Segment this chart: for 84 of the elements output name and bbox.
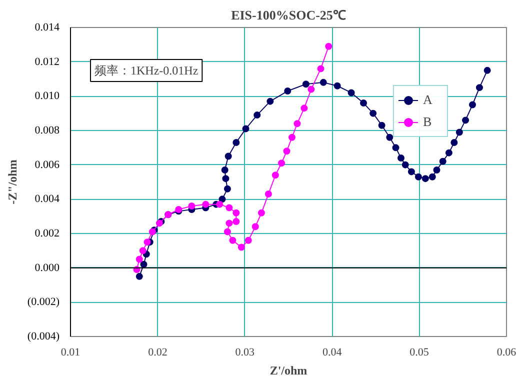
y-tick-label: (0.004) bbox=[27, 330, 60, 342]
x-axis-title: Z'/ohm bbox=[270, 364, 308, 378]
point bbox=[422, 175, 429, 182]
point bbox=[392, 144, 400, 152]
point bbox=[136, 272, 143, 280]
point bbox=[222, 175, 230, 182]
point bbox=[232, 218, 240, 225]
point bbox=[348, 89, 355, 96]
point bbox=[226, 204, 233, 212]
point bbox=[224, 152, 232, 160]
point bbox=[254, 112, 261, 119]
point bbox=[334, 82, 341, 90]
point bbox=[325, 42, 332, 50]
y-tick-label: 0.010 bbox=[34, 90, 60, 102]
point bbox=[202, 200, 210, 208]
point bbox=[266, 98, 274, 105]
point bbox=[284, 88, 292, 95]
point bbox=[258, 209, 265, 216]
point bbox=[433, 166, 440, 174]
point bbox=[144, 238, 151, 246]
point bbox=[378, 122, 386, 129]
y-axis-title: -Z"/ohm bbox=[5, 160, 20, 204]
point bbox=[317, 65, 324, 72]
x-tick-label: 0.04 bbox=[322, 346, 342, 358]
point bbox=[439, 158, 446, 165]
chart-title: EIS-100%SOC-25℃ bbox=[231, 8, 346, 22]
legend-label: A bbox=[423, 92, 434, 108]
y-tick-label: 0.008 bbox=[34, 124, 60, 136]
point bbox=[320, 78, 327, 86]
point bbox=[360, 100, 367, 107]
point bbox=[468, 101, 476, 108]
point bbox=[232, 139, 240, 146]
point bbox=[136, 256, 143, 263]
point bbox=[462, 116, 470, 124]
point bbox=[370, 110, 377, 117]
point bbox=[308, 86, 315, 93]
y-tick-label: 0.000 bbox=[34, 262, 60, 274]
y-tick-label: 0.014 bbox=[34, 22, 60, 34]
point bbox=[139, 247, 146, 254]
y-tick-label: (0.002) bbox=[27, 296, 60, 308]
x-tick-label: 0.05 bbox=[410, 346, 430, 358]
point bbox=[242, 125, 250, 132]
y-tick-label: 0.004 bbox=[34, 193, 60, 206]
point bbox=[288, 134, 296, 141]
point bbox=[456, 128, 463, 136]
point bbox=[216, 200, 224, 208]
point bbox=[300, 104, 308, 112]
point bbox=[226, 220, 233, 227]
point bbox=[272, 172, 279, 179]
point bbox=[229, 236, 236, 244]
legend-label: B bbox=[423, 114, 433, 130]
y-tick-label: 0.002 bbox=[34, 228, 60, 240]
point bbox=[484, 66, 491, 74]
point bbox=[445, 149, 452, 156]
point bbox=[408, 168, 415, 176]
x-tick-label: 0.02 bbox=[148, 346, 168, 358]
x-tick-label: 0.03 bbox=[235, 346, 256, 358]
point bbox=[402, 161, 409, 168]
point bbox=[264, 190, 272, 198]
point bbox=[244, 236, 252, 244]
point bbox=[224, 228, 231, 236]
y-tick-label: 0.006 bbox=[34, 158, 60, 171]
y-tick-label: 0.012 bbox=[34, 56, 60, 68]
point bbox=[218, 196, 226, 203]
point bbox=[188, 202, 196, 210]
point bbox=[302, 80, 310, 88]
point bbox=[476, 84, 483, 92]
point bbox=[224, 185, 231, 192]
point bbox=[386, 134, 394, 141]
x-tick-label: 0.01 bbox=[60, 346, 80, 358]
point bbox=[278, 160, 286, 167]
point bbox=[252, 223, 259, 230]
x-tick-label: 0.06 bbox=[496, 346, 517, 358]
point bbox=[221, 166, 228, 174]
point bbox=[397, 154, 404, 162]
point bbox=[428, 173, 436, 180]
point bbox=[238, 244, 245, 251]
point bbox=[414, 173, 422, 180]
point bbox=[294, 120, 301, 128]
point bbox=[450, 139, 458, 146]
annotation: 频率：1KHz-0.01Hz bbox=[94, 64, 198, 78]
point bbox=[232, 209, 240, 216]
point bbox=[140, 260, 148, 268]
point bbox=[283, 148, 290, 155]
